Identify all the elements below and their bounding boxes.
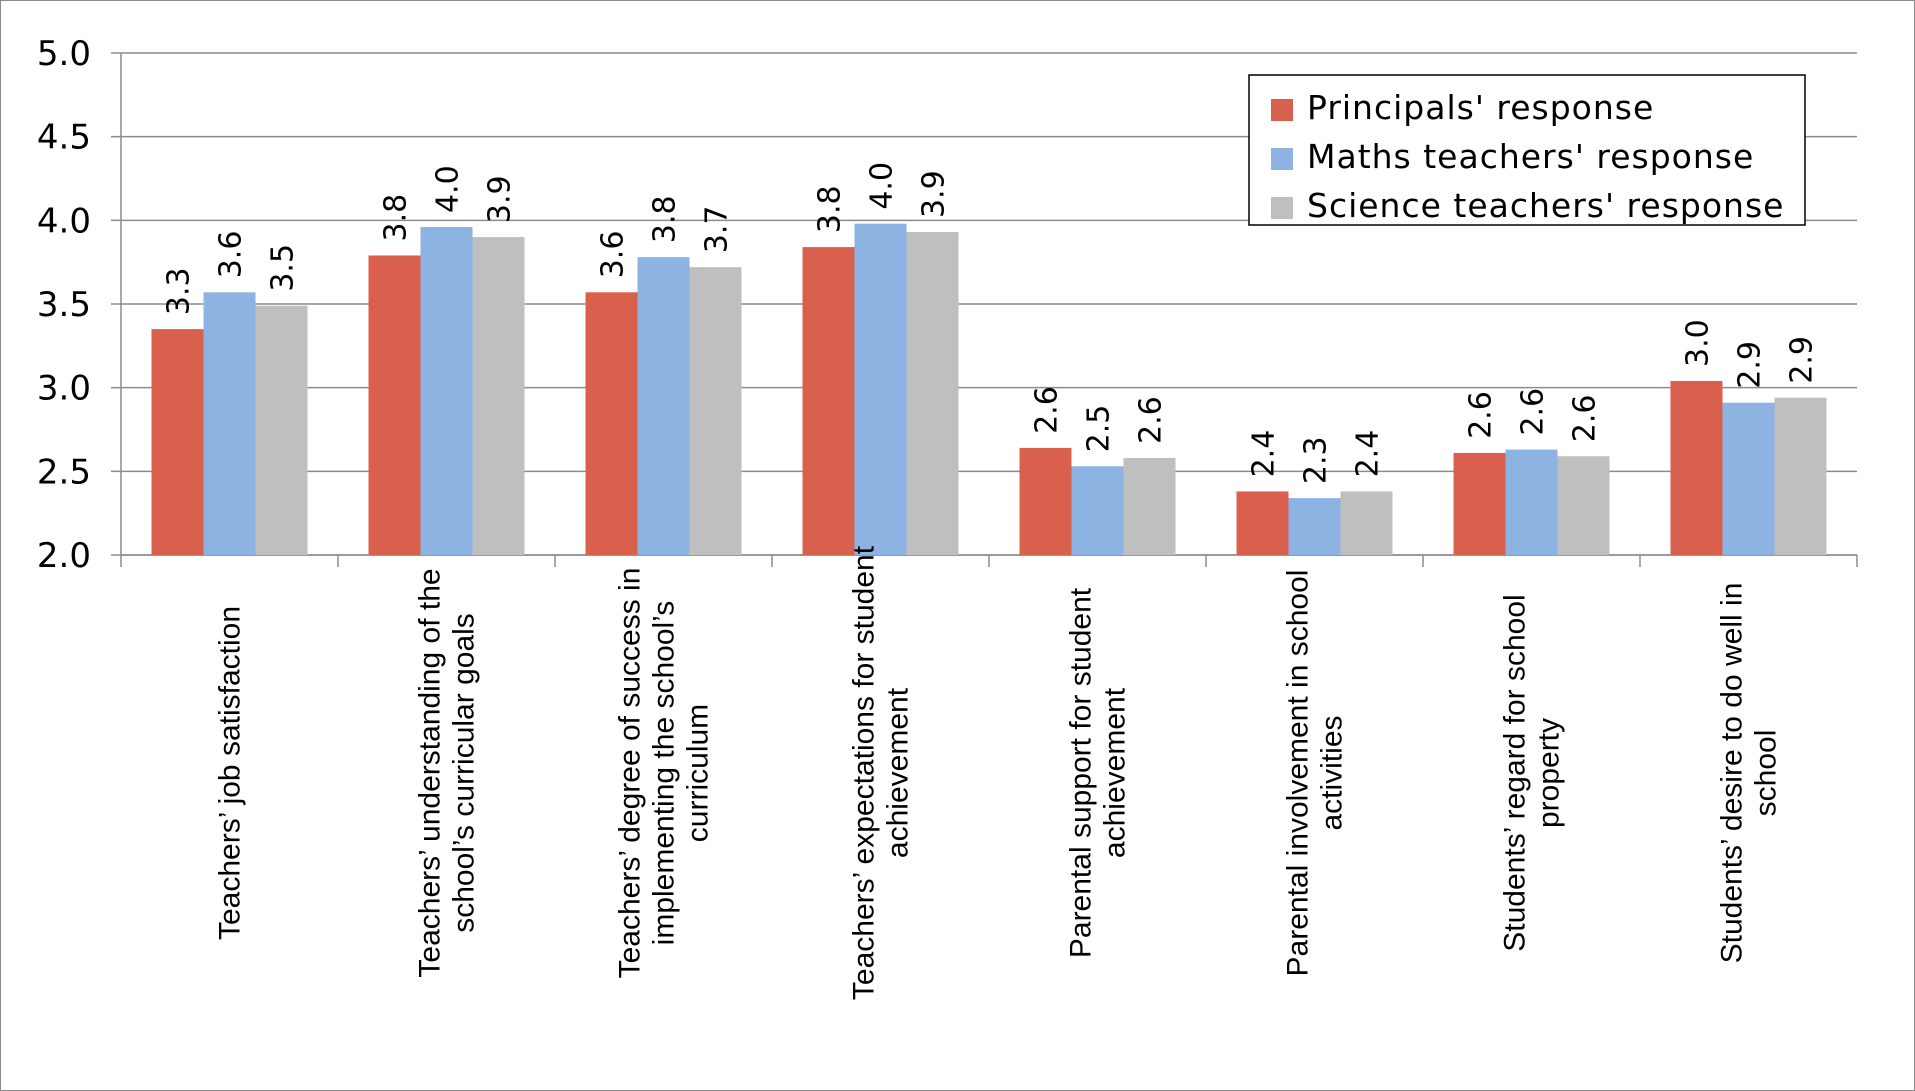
bar xyxy=(637,257,690,555)
category-label: Students’ regard for school xyxy=(1499,594,1532,951)
bar xyxy=(1071,466,1124,555)
legend-swatch xyxy=(1271,148,1293,170)
bar xyxy=(203,292,256,555)
category-labels: Teachers’ job satisfaction Teachers’ unde… xyxy=(214,545,1783,1000)
data-label: 3.6 xyxy=(596,231,631,279)
bar xyxy=(1340,491,1393,555)
data-label: 3.6 xyxy=(214,231,249,279)
bar xyxy=(1236,491,1289,555)
legend-label: Maths teachers' response xyxy=(1307,137,1754,176)
y-tick-label: 4.5 xyxy=(37,118,91,158)
data-label: 4.0 xyxy=(431,165,466,213)
bar xyxy=(1288,498,1341,555)
bar xyxy=(1670,380,1723,555)
category-label: school xyxy=(1750,730,1783,817)
data-label: 2.4 xyxy=(1351,430,1386,478)
bars xyxy=(151,223,1827,556)
y-tick-label: 4.0 xyxy=(37,201,91,241)
bar xyxy=(689,267,742,555)
y-tick-label: 2.5 xyxy=(37,452,91,492)
y-tick-label: 3.5 xyxy=(37,285,91,325)
legend-swatch xyxy=(1271,99,1293,121)
data-label: 2.9 xyxy=(1785,336,1820,384)
bar xyxy=(1123,457,1176,555)
y-tick-label: 2.0 xyxy=(37,536,91,576)
bar xyxy=(420,227,473,555)
category-label: Students’ desire to do well in xyxy=(1716,583,1749,964)
legend-box xyxy=(1248,74,1806,226)
data-label: 2.3 xyxy=(1299,436,1334,484)
bar xyxy=(585,292,638,555)
data-label: 2.6 xyxy=(1568,395,1603,443)
data-label: 2.6 xyxy=(1464,391,1499,439)
y-tick-label: 5.0 xyxy=(37,34,91,74)
category-label: Parental support for student xyxy=(1065,587,1098,958)
category-label: implementing the school’s xyxy=(648,601,681,946)
bar xyxy=(1453,452,1506,555)
data-label: 3.8 xyxy=(648,195,683,243)
data-label: 4.0 xyxy=(865,162,900,210)
axes: 2.0 2.5 3.0 3.5 4.0 4.5 5.0 xyxy=(37,34,1858,576)
y-tick-label: 3.0 xyxy=(37,369,91,409)
category-label: Teachers’ expectations for student xyxy=(848,545,881,1000)
category-label: Teachers’ job satisfaction xyxy=(214,606,247,940)
data-label: 2.4 xyxy=(1247,430,1282,478)
data-label: 3.3 xyxy=(162,267,197,315)
category-label: Teachers’ degree of success in xyxy=(614,568,647,979)
data-label: 3.8 xyxy=(379,194,414,242)
category-label: property xyxy=(1533,718,1566,828)
legend: Principals' response Maths teachers' resp… xyxy=(1248,74,1806,226)
bar xyxy=(854,223,907,555)
category-label: achievement xyxy=(882,687,915,858)
data-label: 2.5 xyxy=(1082,405,1117,453)
bar xyxy=(472,237,525,556)
bar xyxy=(368,255,421,555)
bar xyxy=(1774,397,1827,555)
data-label: 3.7 xyxy=(700,205,735,253)
category-label: Parental involvement in school xyxy=(1282,570,1315,977)
bar xyxy=(1722,402,1775,555)
category-label: curriculum xyxy=(682,704,715,842)
data-label: 2.6 xyxy=(1516,388,1551,436)
data-label: 3.0 xyxy=(1681,319,1716,367)
bar xyxy=(906,232,959,555)
legend-label: Principals' response xyxy=(1307,88,1654,127)
category-label: achievement xyxy=(1099,687,1132,858)
bar xyxy=(1019,447,1072,555)
data-label: 2.9 xyxy=(1733,341,1768,389)
legend-label: Science teachers' response xyxy=(1307,186,1784,225)
category-label: Teachers’ understanding of the xyxy=(414,568,447,977)
category-label: activities xyxy=(1316,715,1349,830)
bar xyxy=(1505,449,1558,555)
data-labels: 3.3 3.6 3.5 3.8 4.0 3.9 3.6 3.8 3.7 3.8 4.0 3.9 2.6 2… xyxy=(162,162,1820,484)
legend-swatch xyxy=(1271,197,1293,219)
data-label: 2.6 xyxy=(1030,386,1065,434)
category-label: school’s curricular goals xyxy=(448,613,481,933)
bar xyxy=(255,305,308,555)
data-label: 3.9 xyxy=(483,175,518,223)
data-label: 3.8 xyxy=(813,185,848,233)
bar xyxy=(1557,456,1610,555)
data-label: 3.5 xyxy=(266,244,301,292)
bar xyxy=(151,329,204,555)
bar xyxy=(802,247,855,555)
data-label: 3.9 xyxy=(917,170,952,218)
data-label: 2.6 xyxy=(1134,396,1169,444)
